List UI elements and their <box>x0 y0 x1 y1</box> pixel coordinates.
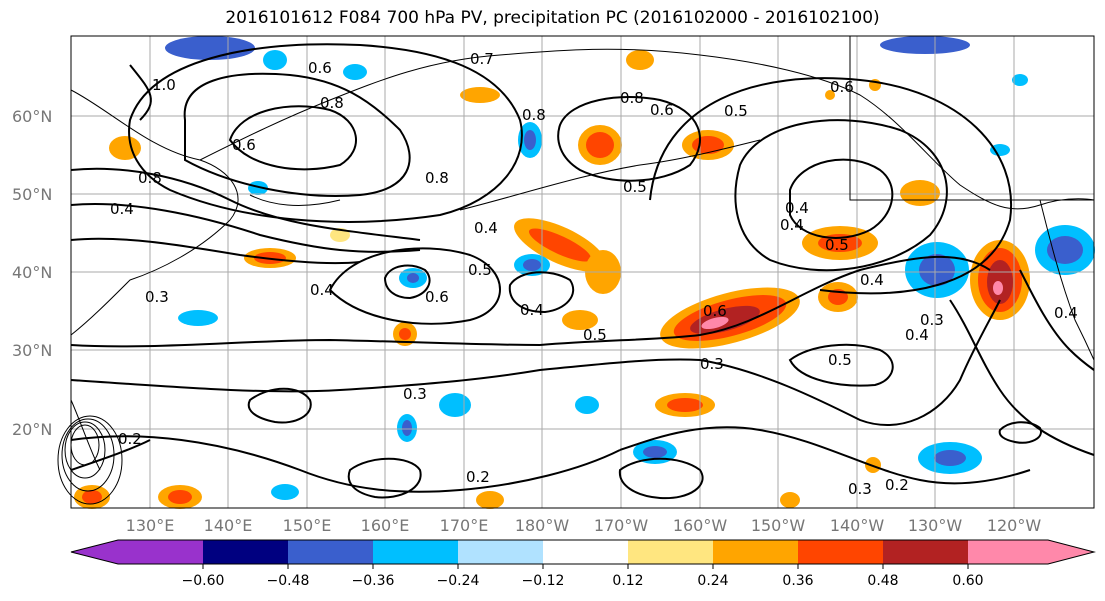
colorbar-tick-label: 0.24 <box>697 573 728 589</box>
pv-contours <box>70 43 1095 500</box>
contour-label: 0.3 <box>403 385 427 403</box>
contour-label: 0.4 <box>780 216 804 234</box>
contour-label: 0.5 <box>583 326 607 344</box>
contour-label: 0.4 <box>860 271 884 289</box>
colorbar-bin <box>883 540 968 564</box>
lon-label: 150°E <box>283 516 332 535</box>
colorbar-bin <box>968 540 1048 564</box>
contour-label: 0.5 <box>468 261 492 279</box>
contour-label: 0.4 <box>310 281 334 299</box>
contour-label: 0.5 <box>623 178 647 196</box>
lon-label: 130°E <box>126 516 175 535</box>
contour-label: 0.2 <box>466 468 490 486</box>
precip-shading <box>74 36 1095 509</box>
contour-label: 0.6 <box>650 101 674 119</box>
lon-label: 140°E <box>204 516 253 535</box>
map-title: 2016101612 F084 700 hPa PV, precipitatio… <box>225 8 880 28</box>
colorbar-bin <box>798 540 883 564</box>
lon-label: 160°W <box>673 516 728 535</box>
contour-label: 0.5 <box>724 102 748 120</box>
coastlines <box>70 36 1095 471</box>
contour-label: 0.8 <box>320 94 344 112</box>
contour-label: 0.6 <box>703 302 727 320</box>
colorbar-bin <box>543 540 628 564</box>
colorbar-tick-label: 0.48 <box>867 573 898 589</box>
lon-label: 150°W <box>751 516 806 535</box>
contour-label: 0.4 <box>785 199 809 217</box>
contour-label: 0.6 <box>232 136 256 154</box>
lat-label: 50°N <box>12 185 52 204</box>
contour-label: 0.4 <box>520 301 544 319</box>
contour-labels: 1.0 0.6 0.7 0.8 0.6 0.8 0.8 0.5 0.6 0.8 … <box>110 50 1078 498</box>
colorbar: −0.60 −0.48 −0.36 −0.24 −0.12 0.12 0.24 … <box>70 539 1096 589</box>
contour-label: 0.4 <box>905 326 929 344</box>
contour-label: 0.6 <box>308 59 332 77</box>
lon-label: 170°W <box>594 516 649 535</box>
lon-label: 160°E <box>361 516 410 535</box>
colorbar-bin <box>288 540 373 564</box>
colorbar-tick-label: 0.60 <box>952 573 983 589</box>
latitude-labels: 60°N 50°N 40°N 30°N 20°N <box>12 107 52 439</box>
colorbar-bin <box>373 540 458 564</box>
contour-label: 0.6 <box>425 288 449 306</box>
colorbar-bin <box>713 540 798 564</box>
contour-label: 0.8 <box>620 89 644 107</box>
colorbar-tick-label: 0.12 <box>612 573 643 589</box>
lat-label: 30°N <box>12 341 52 360</box>
contour-label: 0.5 <box>825 236 849 254</box>
lat-label: 20°N <box>12 420 52 439</box>
contour-label: 0.8 <box>425 169 449 187</box>
contour-label: 0.2 <box>885 476 909 494</box>
contour-label: 0.4 <box>474 219 498 237</box>
lon-label: 120°W <box>987 516 1042 535</box>
longitude-labels: 130°E 140°E 150°E 160°E 170°E 180°W 170°… <box>126 516 1042 535</box>
contour-label: 0.7 <box>470 50 494 68</box>
contour-label: 0.5 <box>828 351 852 369</box>
contour-label: 0.3 <box>700 355 724 373</box>
contour-label: 0.3 <box>920 311 944 329</box>
contour-label: 0.4 <box>1054 304 1078 322</box>
colorbar-outline <box>70 539 1096 565</box>
contour-label: 0.8 <box>522 106 546 124</box>
gridlines <box>71 36 1094 508</box>
colorbar-tick-label: 0.36 <box>782 573 813 589</box>
contour-label: 0.3 <box>145 288 169 306</box>
colorbar-tick-label: −0.60 <box>182 573 225 589</box>
contour-label: 0.8 <box>138 169 162 187</box>
lon-label: 130°W <box>908 516 963 535</box>
contour-label: 0.4 <box>110 200 134 218</box>
contour-label: 1.0 <box>152 76 176 94</box>
colorbar-tick-label: −0.36 <box>352 573 395 589</box>
colorbar-tick-label: −0.24 <box>437 573 480 589</box>
colorbar-extend-high <box>1048 540 1094 564</box>
colorbar-bin <box>628 540 713 564</box>
contour-label: 0.3 <box>848 480 872 498</box>
lon-label: 180°W <box>515 516 570 535</box>
lon-label: 140°W <box>830 516 885 535</box>
lat-label: 40°N <box>12 263 52 282</box>
colorbar-extend-low <box>71 540 118 564</box>
map-frame <box>70 35 1095 509</box>
colorbar-tick-label: −0.48 <box>267 573 310 589</box>
lat-label: 60°N <box>12 107 52 126</box>
colorbar-bin <box>458 540 543 564</box>
contour-label: 0.2 <box>118 430 142 448</box>
lon-label: 170°E <box>440 516 489 535</box>
colorbar-bin <box>118 540 203 564</box>
contour-label: 0.6 <box>830 78 854 96</box>
colorbar-tick-label: −0.12 <box>522 573 565 589</box>
colorbar-bin <box>203 540 288 564</box>
